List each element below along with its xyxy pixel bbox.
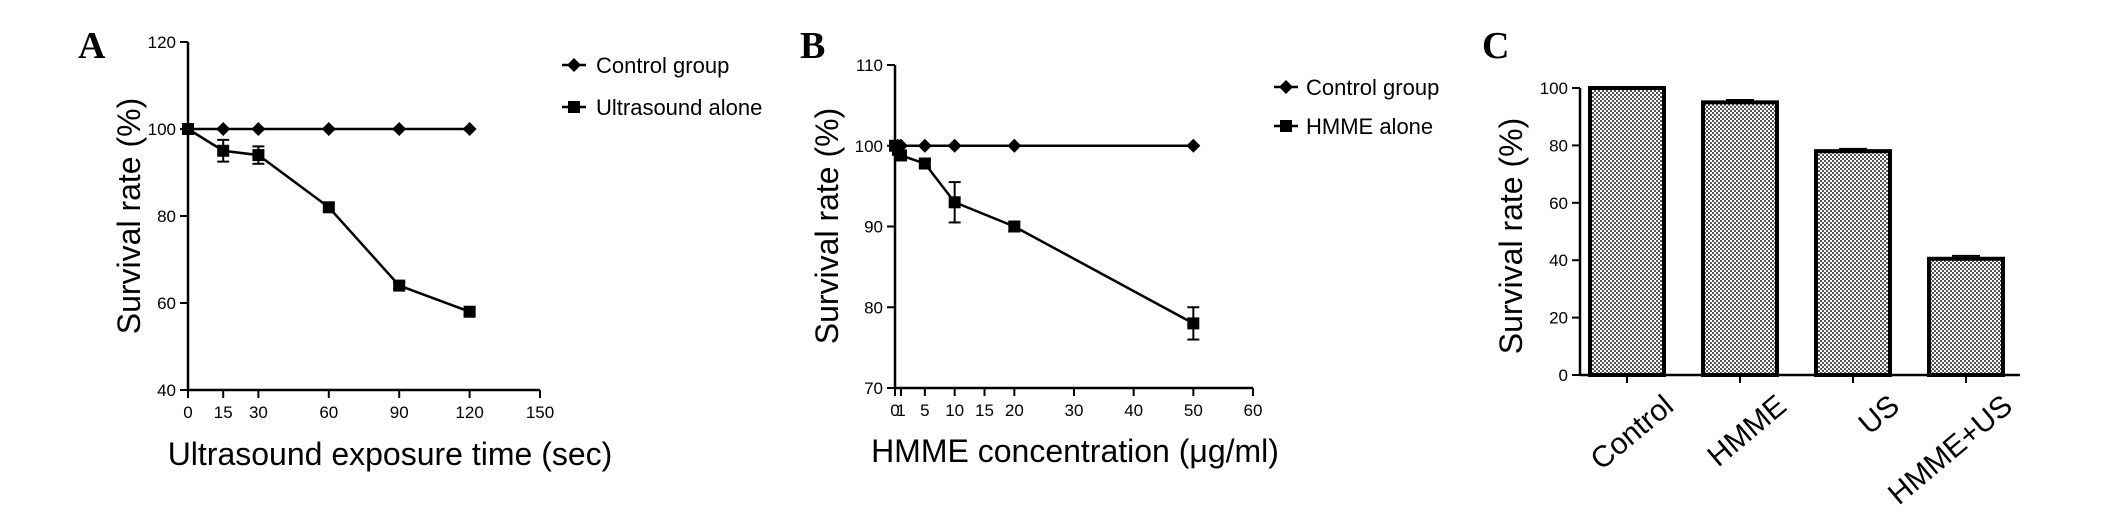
panel-a-legend-marker-control: [567, 58, 581, 72]
panel-c-y-axis-title: Survival rate (%): [1493, 118, 1529, 355]
panel-a-series: [181, 122, 477, 318]
panel-a-x-tick-label: 90: [390, 403, 409, 422]
panel-a-data-point-1: [463, 305, 476, 318]
panel-a-legend-label-control: Control group: [596, 53, 729, 78]
panel-a-x-axis-title: Ultrasound exposure time (sec): [168, 436, 613, 472]
panel-a-data-point-0: [216, 122, 231, 136]
panel-b-data-point-1: [1008, 220, 1021, 233]
panel-c-category-label: HMME: [1701, 389, 1792, 473]
panel-c-bar-0: [1588, 86, 1666, 377]
panel-c-y-tick-label: 100: [1540, 79, 1568, 98]
panel-a-y-tick-label: 80: [157, 207, 176, 226]
panel-a-y-axis-title: Survival rate (%): [111, 98, 147, 335]
panel-b-data-point-0: [1007, 138, 1022, 153]
panel-b-y-tick-label: 80: [864, 298, 883, 317]
panel-c-y-tick-label: 60: [1549, 194, 1568, 213]
panel-b-data-point-1: [948, 196, 961, 209]
panel-c-letter: C: [1482, 25, 1509, 67]
panel-b-legend-label-hmme: HMME alone: [1306, 114, 1433, 139]
panel-b-series-line-1: [893, 145, 1194, 325]
panel-b-x-tick-label: 40: [1124, 401, 1143, 420]
panel-c-y-tick-label: 40: [1549, 251, 1568, 270]
panel-a-x-tick-label: 0: [183, 403, 192, 422]
panel-a-legend-label-ultrasound: Ultrasound alone: [596, 95, 762, 120]
panel-a-data-point-0: [462, 122, 477, 136]
panel-b-x-tick-label: 10: [945, 401, 964, 420]
panel-b-x-tick-label: 50: [1184, 401, 1203, 420]
panel-b: B 70 80 90 100 110 0 10 15 20 30 40 50 60 1 5 Survival…: [800, 25, 1439, 469]
panel-a-y-tick-label: 40: [157, 381, 176, 400]
panel-b-x-tick-label: 15: [975, 401, 994, 420]
panel-c-bar-1: [1701, 100, 1779, 377]
panel-a-data-point-0: [321, 122, 336, 136]
panel-b-x-tick-label: 60: [1244, 401, 1263, 420]
panel-a-x-tick-label: 120: [455, 403, 483, 422]
panel-b-data-point-0: [947, 138, 962, 153]
panel-a-x-tick-label: 15: [214, 403, 233, 422]
panel-a-ticks: 40 60 80 100 120 0 15 30 60 90 120 150: [148, 33, 555, 422]
panel-b-data-point-0: [917, 138, 932, 153]
panel-b-legend-label-control: Control group: [1306, 75, 1439, 100]
panel-b-letter: B: [800, 25, 825, 67]
panel-a-y-tick-label: 100: [148, 120, 176, 139]
panel-c-y-tick-label: 20: [1549, 309, 1568, 328]
panel-a-data-point-1: [322, 201, 335, 214]
panel-c-category-label: US: [1853, 389, 1906, 441]
panel-c-bar-3: [1927, 256, 2005, 378]
panel-b-x-axis-title: HMME concentration (μg/ml): [871, 433, 1279, 469]
panel-b-y-tick-label: 70: [864, 379, 883, 398]
panel-b-x-tick-label: 0: [890, 401, 899, 420]
panel-b-legend-marker-hmme: [1280, 120, 1292, 132]
panel-a-legend-marker-ultrasound: [568, 101, 580, 113]
panel-b-series: [888, 138, 1201, 341]
panel-a-series-line-1: [187, 127, 471, 313]
panel-b-x-tick-label: 1: [896, 401, 905, 420]
panel-a-data-point-0: [251, 122, 266, 136]
panel-b-legend-marker-control: [1279, 80, 1293, 94]
panel-b-y-tick-label: 110: [856, 56, 883, 75]
panel-b-legend: Control group HMME alone: [1274, 75, 1439, 139]
panel-c-bars: [1588, 86, 2005, 378]
panel-a-y-tick-label: 120: [148, 33, 176, 52]
panel-c-y-tick-label: 0: [1559, 366, 1568, 385]
panel-c-y-tick-label: 80: [1549, 136, 1568, 155]
panel-a-data-point-1: [393, 279, 406, 292]
panel-a-legend: Control group Ultrasound alone: [562, 53, 762, 120]
panel-a-y-tick-label: 60: [157, 294, 176, 313]
panel-b-x-tick-label: 30: [1065, 401, 1084, 420]
panel-b-ticks: 70 80 90 100 110 0 10 15 20 30 40 50 60 1 5: [855, 56, 1263, 420]
panel-a-data-point-1: [252, 149, 265, 162]
panel-b-data-point-1: [918, 157, 931, 170]
panel-c-category-label: HMME+US: [1882, 389, 2019, 511]
panel-a-x-tick-label: 150: [526, 403, 554, 422]
panel-a-data-point-1: [217, 144, 230, 157]
panel-a-letter: A: [78, 25, 106, 67]
panel-a-data-point-1: [182, 123, 194, 135]
panel-b-y-axis-title: Survival rate (%): [809, 108, 845, 345]
panel-a: A 40 60 80 100 120 0 15 30 60 90 120 150 Survival r…: [78, 25, 762, 472]
panel-c-bar-2: [1814, 149, 1892, 377]
panel-b-x-tick-label: 20: [1005, 401, 1024, 420]
panel-a-x-tick-label: 30: [249, 403, 268, 422]
panel-a-axes: [186, 42, 540, 392]
panel-c-category-label: Control: [1585, 389, 1680, 476]
panel-b-y-tick-label: 100: [855, 137, 883, 156]
panel-b-x-tick-label: 5: [920, 401, 929, 420]
panel-b-data-point-1: [894, 149, 907, 162]
panel-b-data-point-0: [1186, 138, 1201, 153]
panel-b-y-tick-label: 90: [864, 218, 883, 237]
panel-a-data-point-0: [392, 122, 407, 136]
panel-b-data-point-1: [1187, 317, 1200, 330]
panel-a-x-tick-label: 60: [319, 403, 338, 422]
